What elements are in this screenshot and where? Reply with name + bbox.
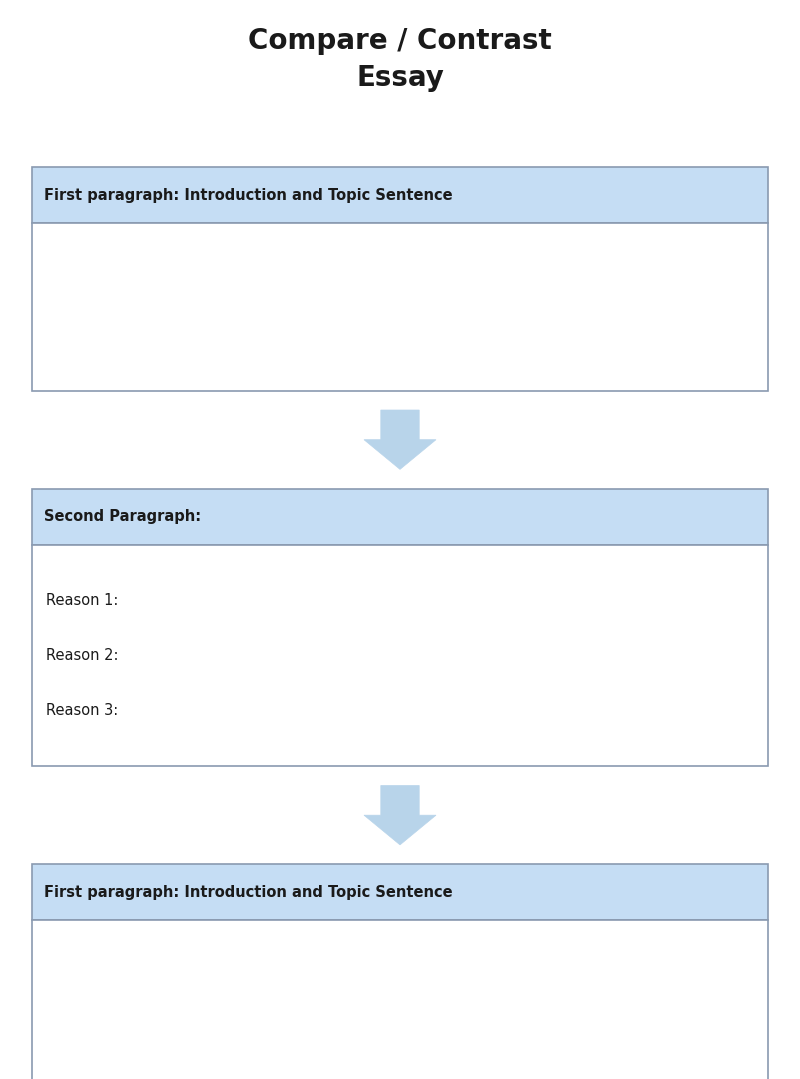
Text: Reason 3:: Reason 3: bbox=[46, 704, 118, 719]
Text: First paragraph: Introduction and Topic Sentence: First paragraph: Introduction and Topic … bbox=[44, 885, 453, 900]
Bar bbox=[32, 545, 768, 766]
Bar bbox=[32, 223, 768, 391]
Text: First paragraph: Introduction and Topic Sentence: First paragraph: Introduction and Topic … bbox=[44, 188, 453, 203]
Bar bbox=[32, 920, 768, 1079]
Text: Second Paragraph:: Second Paragraph: bbox=[44, 509, 201, 524]
Polygon shape bbox=[364, 410, 436, 469]
Polygon shape bbox=[364, 786, 436, 845]
Bar bbox=[32, 864, 768, 920]
Bar bbox=[32, 167, 768, 223]
Text: Compare / Contrast
Essay: Compare / Contrast Essay bbox=[248, 27, 552, 92]
Bar bbox=[32, 489, 768, 545]
Text: Reason 2:: Reason 2: bbox=[46, 648, 119, 663]
Text: Reason 1:: Reason 1: bbox=[46, 592, 118, 607]
